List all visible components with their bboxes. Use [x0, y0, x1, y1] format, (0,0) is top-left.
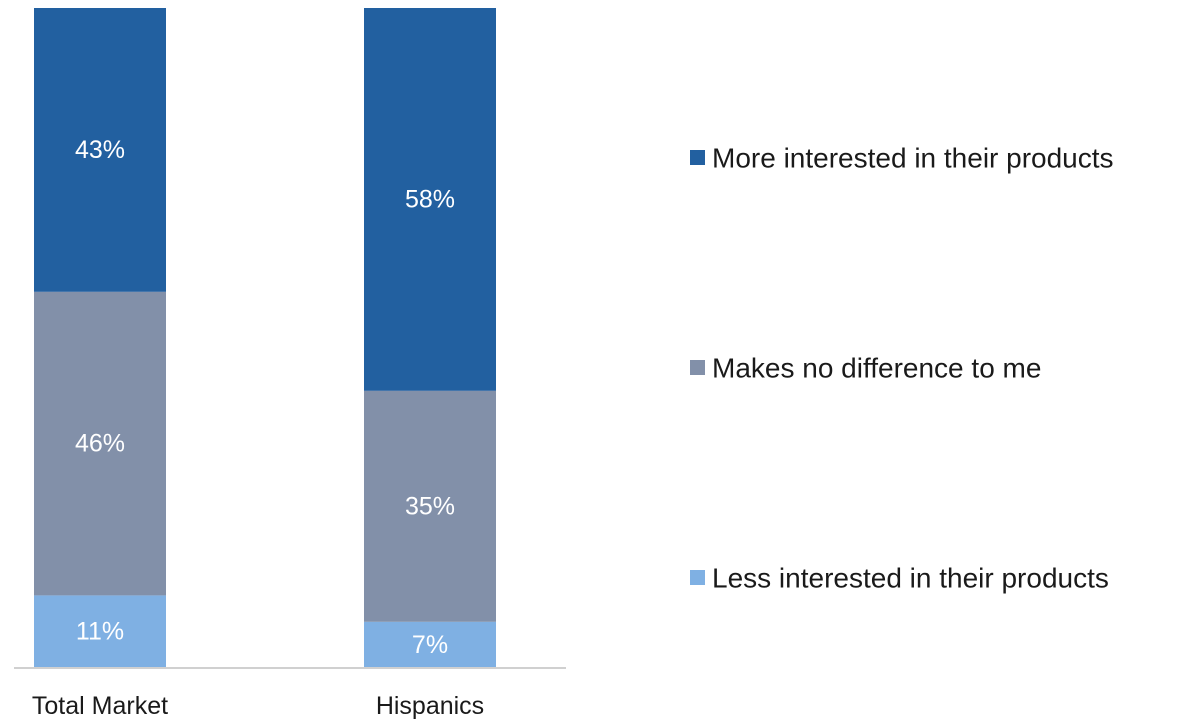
legend-swatch-less-interested-in-their-products [690, 570, 705, 585]
category-label-total-market: Total Market [32, 692, 168, 720]
legend-swatch-more-interested-in-their-products [690, 150, 705, 165]
category-labels-group: Total Market Hispanics [32, 692, 484, 720]
data-label-hispanics-more-interested-in-their-products: 58% [405, 185, 455, 213]
bars-group [34, 8, 496, 668]
bar-segment-hispanics-more-interested-in-their-products [364, 8, 496, 391]
bar-segment-hispanics-less-interested-in-their-products [364, 621, 496, 668]
data-label-hispanics-makes-no-difference-to-me: 35% [405, 492, 455, 520]
data-label-total-market-less-interested-in-their-products: 11% [76, 618, 124, 646]
data-labels-group: 11% 46% 43% 7% 35% 58% [75, 136, 455, 659]
bar-segment-total-market-makes-no-difference-to-me [34, 291, 166, 596]
legend-swatch-makes-no-difference-to-me [690, 360, 705, 375]
data-label-total-market-more-interested-in-their-products: 43% [75, 136, 125, 164]
data-label-hispanics-less-interested-in-their-products: 7% [412, 631, 448, 659]
legend-label-less-interested-in-their-products: Less interested in their products [712, 563, 1109, 594]
data-label-total-market-makes-no-difference-to-me: 46% [75, 430, 125, 458]
bar-segment-total-market-more-interested-in-their-products [34, 8, 166, 292]
legend-label-makes-no-difference-to-me: Makes no difference to me [712, 353, 1041, 384]
bar-segment-hispanics-makes-no-difference-to-me [364, 390, 496, 622]
category-label-hispanics: Hispanics [376, 692, 484, 720]
legend: More interested in their products Makes n… [690, 143, 1114, 594]
bar-segment-total-market-less-interested-in-their-products [34, 595, 166, 668]
legend-label-more-interested-in-their-products: More interested in their products [712, 143, 1114, 174]
